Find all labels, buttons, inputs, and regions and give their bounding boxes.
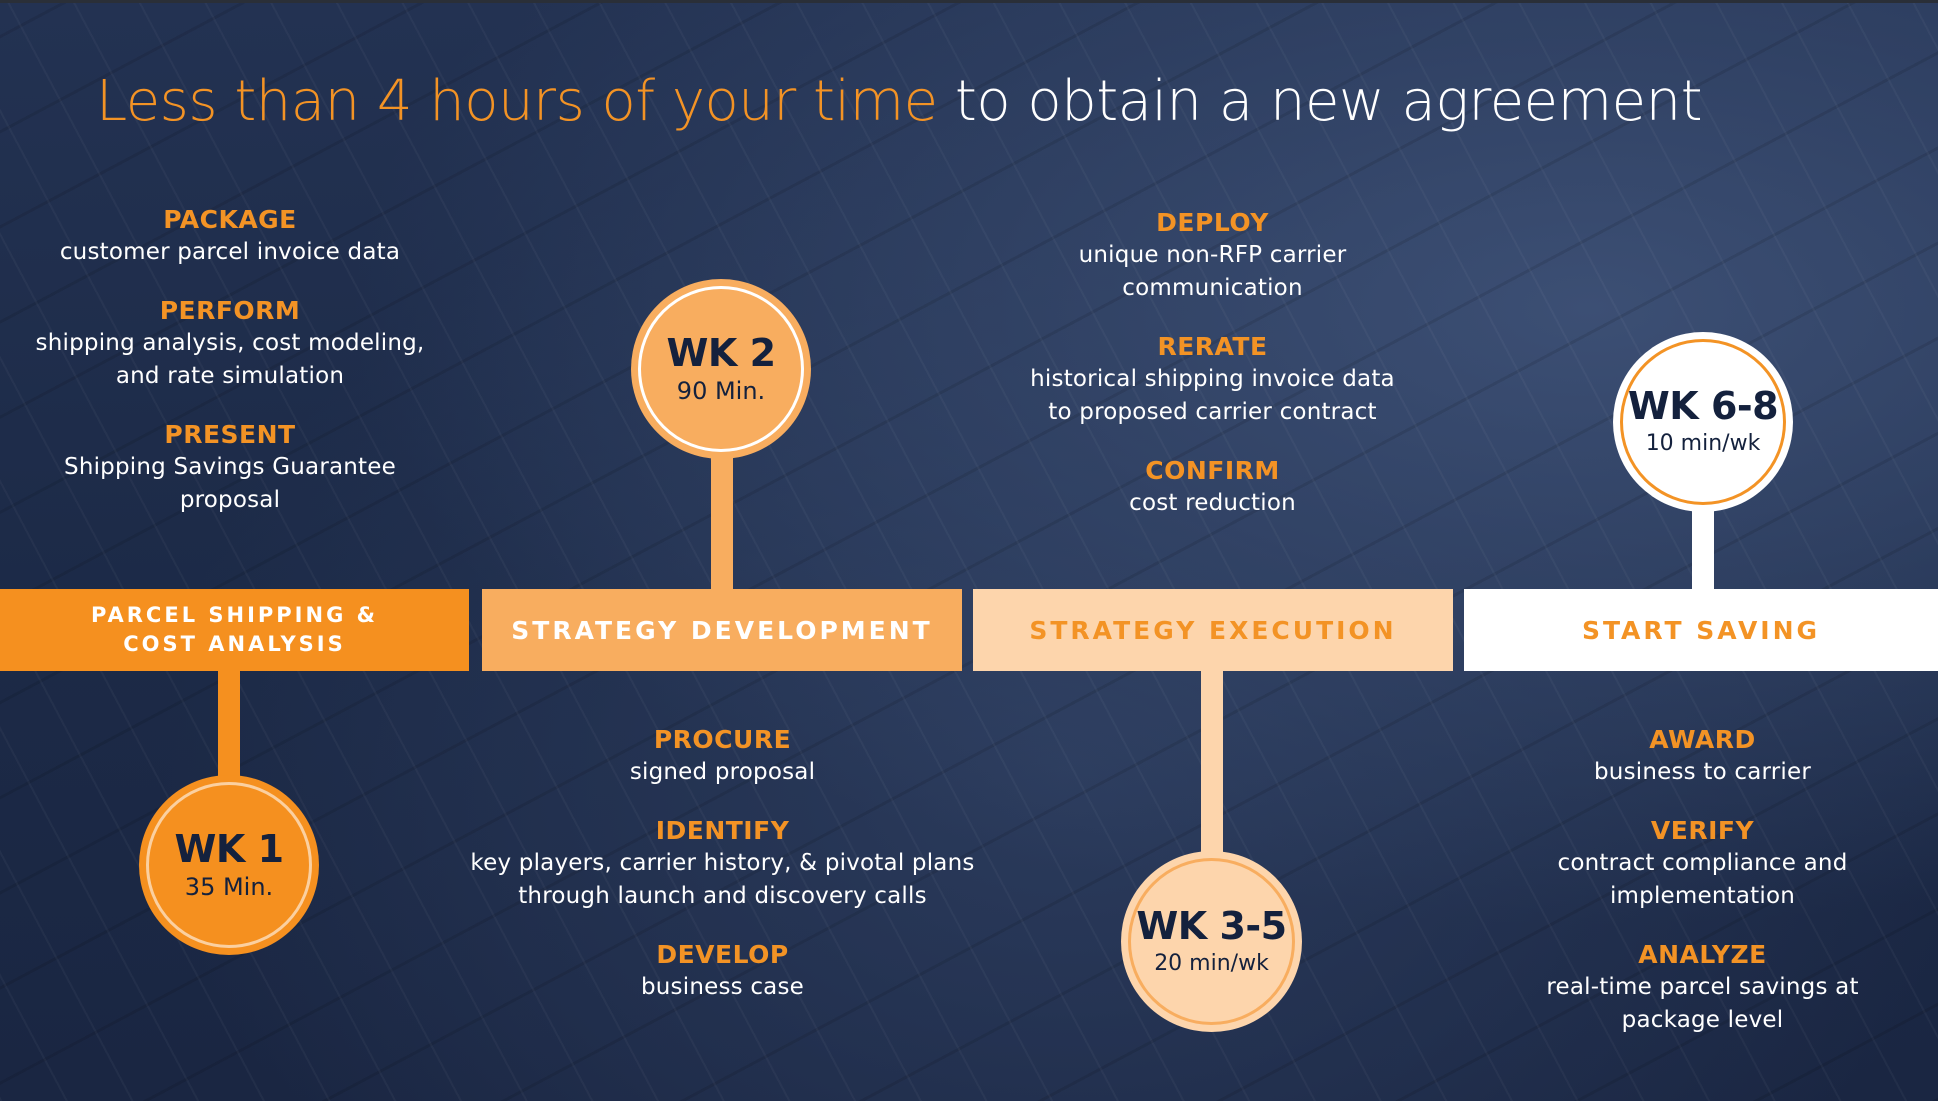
week-bubble-wk2: WK 2 90 Min. [631, 279, 811, 459]
week-bubble-wk6-8: WK 6-8 10 min/wk [1613, 332, 1793, 512]
title-rest: to obtain a new agreement [937, 69, 1703, 134]
step-analyze: ANALYZE real-time parcel savings at pack… [1500, 939, 1905, 1037]
week-duration: 90 Min. [676, 377, 766, 405]
phase-1-steps: PACKAGE customer parcel invoice data PER… [10, 204, 450, 543]
step-heading: PROCURE [653, 725, 792, 754]
phase-band-start-saving: START SAVING [1464, 589, 1938, 671]
step-description: signed proposal [629, 759, 816, 785]
week-label: WK 1 [174, 827, 284, 871]
connector-stem-wk1 [218, 671, 240, 781]
step-heading: DEVELOP [656, 940, 789, 969]
phase-2-steps: PROCURE signed proposal IDENTIFY key pla… [440, 724, 1005, 1030]
step-deploy: DEPLOY unique non-RFP carrier communicat… [990, 207, 1435, 305]
step-description: through launch and discovery calls [518, 883, 927, 909]
step-rerate: RERATE historical shipping invoice data … [990, 331, 1435, 429]
step-heading: CONFIRM [1145, 456, 1280, 485]
step-heading: AWARD [1649, 725, 1756, 754]
week-duration: 35 Min. [184, 873, 274, 901]
phase-label-line-1: PARCEL SHIPPING & [91, 603, 378, 627]
title-highlight: Less than 4 hours of your time [96, 69, 938, 134]
week-label: WK 3-5 [1136, 903, 1287, 948]
week-label: WK 6-8 [1627, 384, 1779, 428]
phase-label: STRATEGY DEVELOPMENT [511, 615, 933, 645]
step-heading: PRESENT [164, 420, 296, 449]
step-verify: VERIFY contract compliance and implement… [1500, 815, 1905, 913]
phase-band-strategy-development: STRATEGY DEVELOPMENT [482, 589, 962, 671]
connector-stem-wk6-8 [1692, 500, 1714, 590]
phase-3-steps: DEPLOY unique non-RFP carrier communicat… [990, 207, 1435, 546]
step-description: shipping analysis, cost modeling, [35, 330, 425, 356]
step-heading: PACKAGE [163, 205, 297, 234]
week-bubble-wk1: WK 1 35 Min. [139, 775, 319, 955]
step-heading: ANALYZE [1638, 940, 1767, 969]
step-description: cost reduction [1129, 490, 1296, 516]
step-description: communication [1122, 275, 1303, 301]
step-confirm: CONFIRM cost reduction [990, 455, 1435, 520]
step-heading: IDENTIFY [655, 816, 790, 845]
step-description: business case [640, 974, 805, 1000]
step-procure: PROCURE signed proposal [440, 724, 1005, 789]
step-description: package level [1621, 1007, 1784, 1033]
phase-label-line-2: COST ANALYSIS [123, 632, 346, 656]
step-develop: DEVELOP business case [440, 939, 1005, 1004]
step-heading: PERFORM [159, 296, 301, 325]
step-description: proposal [179, 487, 281, 513]
step-perform: PERFORM shipping analysis, cost modeling… [10, 295, 450, 393]
step-identify: IDENTIFY key players, carrier history, &… [440, 815, 1005, 913]
step-description: contract compliance and [1557, 850, 1848, 876]
step-description: business to carrier [1594, 759, 1811, 785]
step-description: Shipping Savings Guarantee [64, 454, 396, 480]
week-duration: 10 min/wk [1645, 431, 1761, 456]
bubble-ring [1620, 339, 1786, 505]
bubble-ring [1128, 858, 1295, 1025]
step-description: customer parcel invoice data [59, 239, 401, 265]
step-description: to proposed carrier contract [1048, 399, 1377, 425]
step-description: real-time parcel savings at [1546, 974, 1859, 1000]
step-description: implementation [1609, 883, 1796, 909]
phase-label: STRATEGY EXECUTION [1029, 615, 1397, 645]
step-description: unique non-RFP carrier [1078, 242, 1347, 268]
phase-label: START SAVING [1581, 615, 1821, 645]
step-heading: DEPLOY [1156, 208, 1269, 237]
step-description: historical shipping invoice data [1030, 366, 1395, 392]
step-heading: VERIFY [1650, 816, 1755, 845]
phase-4-steps: AWARD business to carrier VERIFY contrac… [1500, 724, 1905, 1063]
phase-band-strategy-execution: STRATEGY EXECUTION [973, 589, 1453, 671]
slide-title: Less than 4 hours of your time to obtain… [96, 66, 1703, 138]
step-package: PACKAGE customer parcel invoice data [10, 204, 450, 269]
week-label: WK 2 [666, 331, 776, 375]
step-present: PRESENT Shipping Savings Guarantee propo… [10, 419, 450, 517]
step-heading: RERATE [1157, 332, 1268, 361]
connector-stem-wk3-5 [1201, 671, 1223, 861]
bubble-ring [146, 782, 312, 948]
step-description: key players, carrier history, & pivotal … [470, 850, 975, 876]
week-bubble-wk3-5: WK 3-5 20 min/wk [1121, 851, 1302, 1032]
bubble-ring [638, 286, 804, 452]
phase-band-parcel-shipping: PARCEL SHIPPING & COST ANALYSIS [0, 589, 469, 671]
step-award: AWARD business to carrier [1500, 724, 1905, 789]
connector-stem-wk2 [711, 450, 733, 590]
week-duration: 20 min/wk [1154, 950, 1269, 976]
step-description: and rate simulation [115, 363, 345, 389]
